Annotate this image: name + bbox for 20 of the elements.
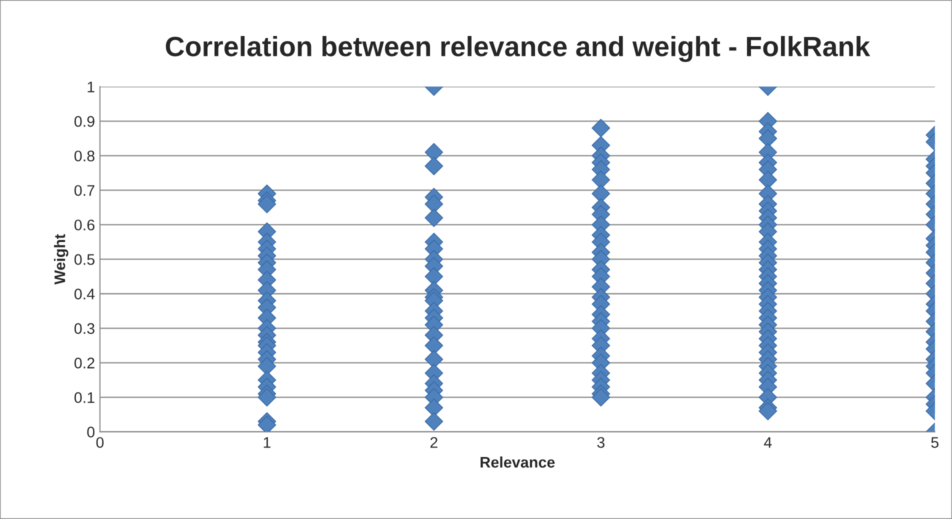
y-tick-label: 0.1 (74, 392, 94, 403)
y-tick-label: 0.4 (74, 288, 95, 300)
x-tick-label: 2 (430, 437, 438, 448)
x-tick-label: 1 (264, 437, 270, 448)
x-tick-label: 5 (931, 437, 938, 448)
y-tick-label: 0.9 (74, 116, 94, 127)
chart-title: Correlation between relevance and weight - FolkRank (166, 36, 870, 62)
x-axis-title: Relevance (480, 456, 555, 468)
x-tick-label: 4 (764, 437, 772, 448)
y-tick-label: 0.2 (74, 358, 94, 368)
y-tick-label: 0.3 (74, 323, 94, 334)
y-tick-label: 0 (87, 426, 94, 438)
y-tick-label: 1 (88, 82, 94, 92)
x-tick-label: 0 (96, 437, 104, 448)
y-tick-label: 0.6 (74, 220, 94, 230)
y-tick-label: 0.8 (74, 150, 94, 162)
y-tick-label: 0.7 (74, 185, 94, 196)
y-axis-title: Weight (54, 234, 68, 285)
x-tick-label: 3 (597, 437, 604, 448)
y-tick-label: 0.5 (74, 254, 94, 265)
